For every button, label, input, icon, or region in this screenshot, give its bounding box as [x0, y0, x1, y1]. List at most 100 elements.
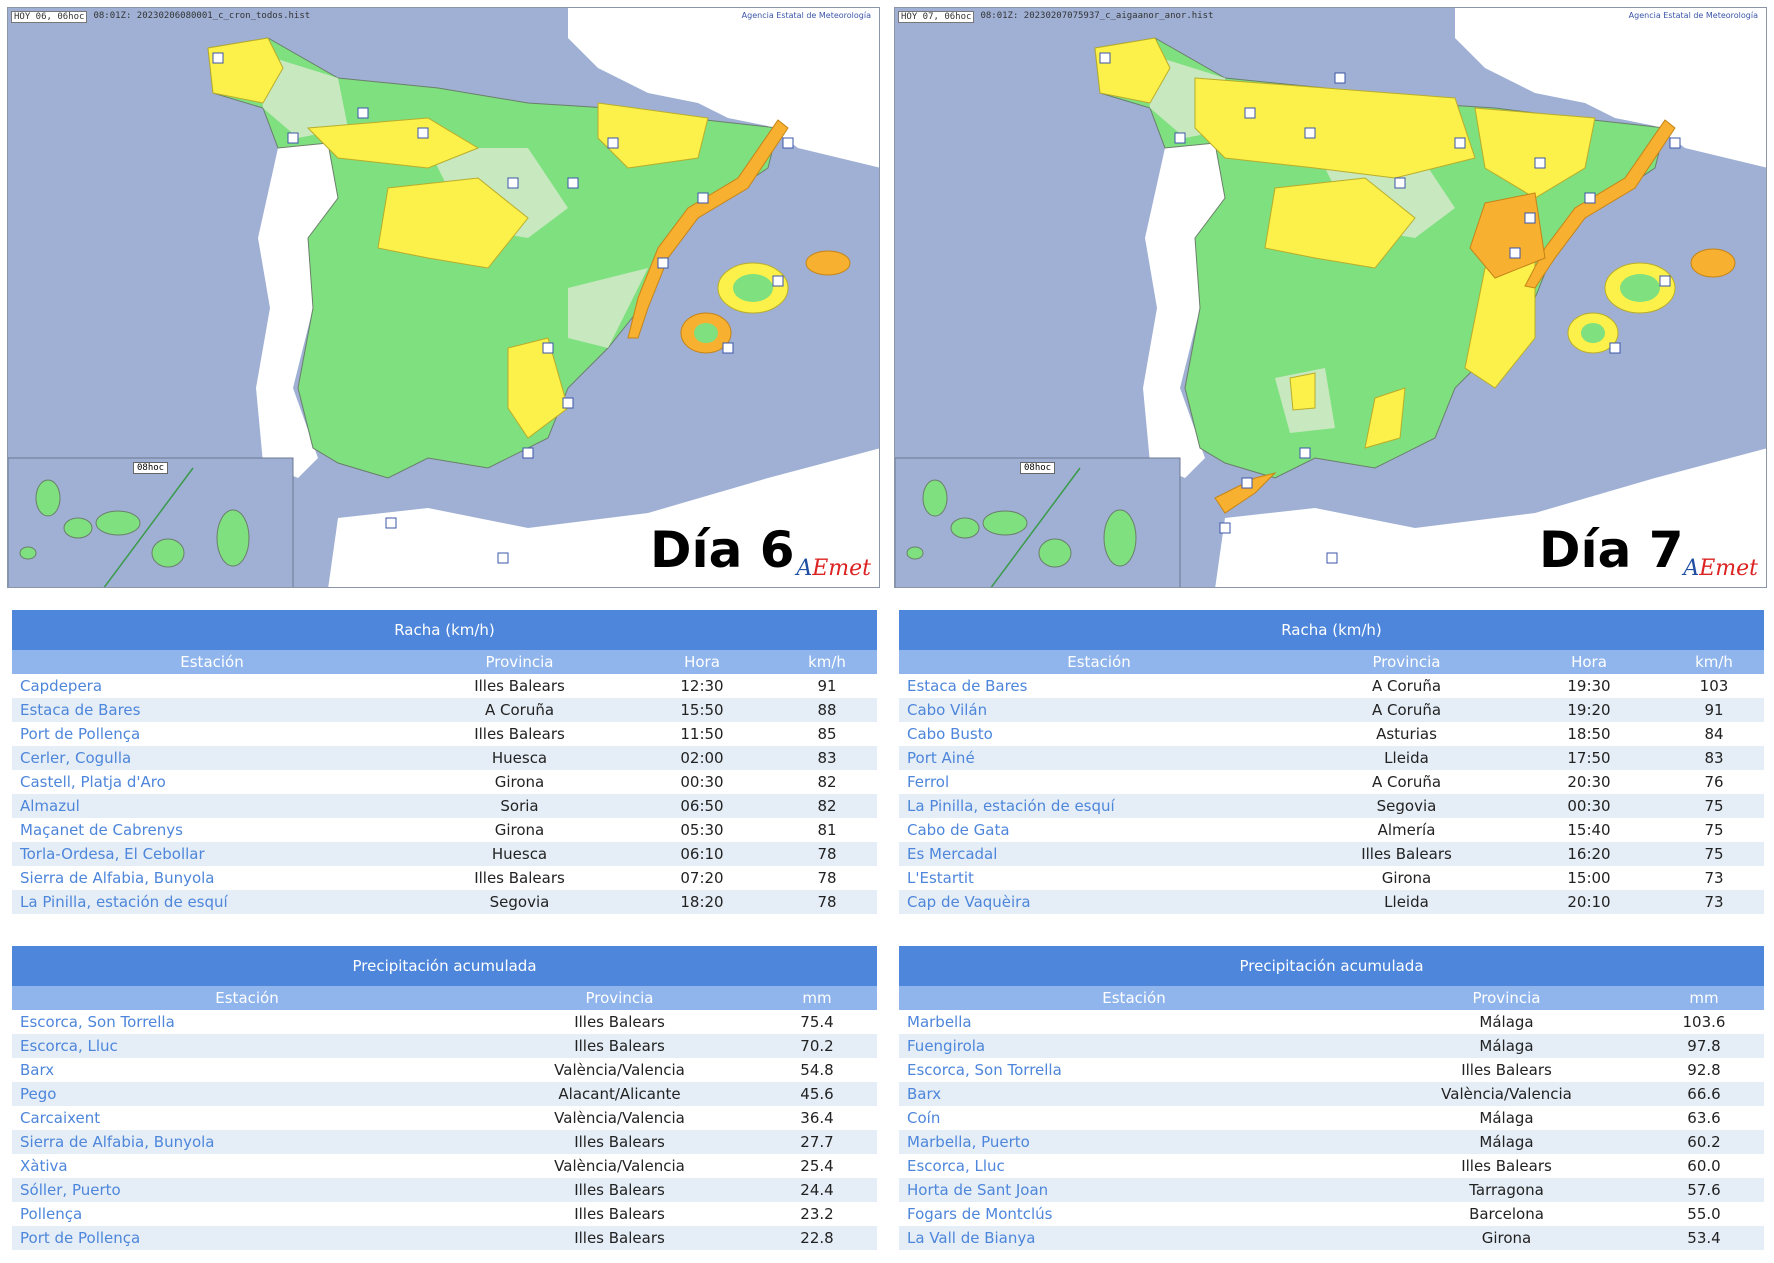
station-link[interactable]: Es Mercadal: [907, 845, 998, 863]
wind-warning-icon: [772, 275, 784, 287]
yellow-zone-north: [1194, 77, 1476, 179]
province-cell: Illes Balears: [574, 1205, 665, 1223]
value-cell: 75: [1704, 821, 1724, 839]
value-cell: 83: [817, 749, 837, 767]
value-cell: 84: [1704, 725, 1724, 743]
value-cell: 60.2: [1687, 1133, 1721, 1151]
table-row: Marbella, Puerto Málaga 60.2: [899, 1130, 1764, 1154]
table-row: Castell, Platja d'Aro Girona 00:30 82: [12, 770, 877, 794]
station-link[interactable]: Cabo de Gata: [907, 821, 1010, 839]
column-header[interactable]: km/h: [1695, 653, 1733, 671]
station-link[interactable]: Maçanet de Cabrenys: [20, 821, 183, 839]
value-cell: 85: [817, 725, 837, 743]
station-link[interactable]: Port de Pollença: [20, 1229, 141, 1247]
station-link[interactable]: La Pinilla, estación de esquí: [907, 797, 1115, 815]
station-link[interactable]: Capdepera: [20, 677, 103, 695]
station-link[interactable]: Cap de Vaquèira: [907, 893, 1031, 911]
table-row: Pego Alacant/Alicante 45.6: [12, 1082, 877, 1106]
station-link[interactable]: L'Estartit: [907, 869, 974, 887]
value-cell: 91: [1704, 701, 1724, 719]
station-link[interactable]: La Pinilla, estación de esquí: [20, 893, 228, 911]
station-link[interactable]: Marbella: [907, 1013, 972, 1031]
table-row: Cap de Vaquèira Lleida 20:10 73: [899, 890, 1764, 914]
column-header[interactable]: mm: [1689, 989, 1719, 1007]
station-link[interactable]: Escorca, Lluc: [20, 1037, 118, 1055]
table-header-row: Estación Provincia mm: [12, 986, 877, 1010]
station-link[interactable]: Horta de Sant Joan: [907, 1181, 1049, 1199]
station-link[interactable]: Estaca de Bares: [907, 677, 1028, 695]
value-cell: 45.6: [800, 1085, 834, 1103]
column-header[interactable]: Estación: [180, 653, 244, 671]
map-file-name: 08:01Z: 20230207075937_c_aigaanor_anor.h…: [980, 11, 1214, 21]
station-link[interactable]: Sóller, Puerto: [20, 1181, 121, 1199]
station-link[interactable]: Cerler, Cogulla: [20, 749, 132, 767]
station-link[interactable]: Fuengirola: [907, 1037, 986, 1055]
station-link[interactable]: Fogars de Montclús: [907, 1205, 1053, 1223]
time-cell: 05:30: [680, 821, 724, 839]
station-link[interactable]: La Vall de Bianya: [907, 1229, 1036, 1247]
station-link[interactable]: Port de Pollença: [20, 725, 141, 743]
province-cell: Málaga: [1479, 1013, 1534, 1031]
portugal-landmass: [256, 143, 338, 478]
station-link[interactable]: Escorca, Son Torrella: [907, 1061, 1062, 1079]
station-link[interactable]: Barx: [20, 1061, 55, 1079]
canary-island-4: [1038, 538, 1072, 568]
province-cell: Segovia: [489, 893, 550, 911]
column-header[interactable]: mm: [802, 989, 832, 1007]
station-link[interactable]: Sierra de Alfabia, Bunyola: [20, 1133, 215, 1151]
province-cell: Illes Balears: [574, 1013, 665, 1031]
province-cell: Tarragona: [1469, 1181, 1544, 1199]
column-header[interactable]: Hora: [1571, 653, 1607, 671]
canarias-time-label: 08hoc: [133, 462, 169, 474]
yellow-zone-north: [306, 117, 480, 169]
station-link[interactable]: Coín: [907, 1109, 941, 1127]
province-cell: Illes Balears: [474, 677, 565, 695]
station-link[interactable]: Escorca, Son Torrella: [20, 1013, 175, 1031]
station-link[interactable]: Pollença: [20, 1205, 83, 1223]
station-link[interactable]: Barx: [907, 1085, 942, 1103]
station-link[interactable]: Pego: [20, 1085, 57, 1103]
station-link[interactable]: Carcaixent: [20, 1109, 101, 1127]
logo-text: Emet: [1699, 556, 1758, 581]
column-header[interactable]: Estación: [1067, 653, 1131, 671]
province-cell: València/Valencia: [1441, 1085, 1572, 1103]
column-header[interactable]: Estación: [1102, 989, 1166, 1007]
time-cell: 19:20: [1567, 701, 1611, 719]
station-link[interactable]: Sierra de Alfabia, Bunyola: [20, 869, 215, 887]
station-link[interactable]: Estaca de Bares: [20, 701, 141, 719]
station-link[interactable]: Castell, Platja d'Aro: [20, 773, 166, 791]
column-header[interactable]: Provincia: [585, 989, 654, 1007]
station-link[interactable]: Ferrol: [907, 773, 950, 791]
table-row: Barx València/Valencia 54.8: [12, 1058, 877, 1082]
column-header[interactable]: km/h: [808, 653, 846, 671]
station-link[interactable]: Marbella, Puerto: [907, 1133, 1030, 1151]
value-cell: 23.2: [800, 1205, 834, 1223]
table-row: Cabo Vilán A Coruña 19:20 91: [899, 698, 1764, 722]
precip-table-day-6: Precipitación acumulada Estación Provincia…: [12, 946, 877, 1250]
province-cell: A Coruña: [484, 701, 555, 719]
column-header[interactable]: Provincia: [1472, 989, 1541, 1007]
table-row: Xàtiva València/Valencia 25.4: [12, 1154, 877, 1178]
table-row: Pollença Illes Balears 23.2: [12, 1202, 877, 1226]
table-row: La Pinilla, estación de esquí Segovia 18:2…: [12, 890, 877, 914]
canary-island-3: [95, 510, 141, 536]
orange-zone-coast: [627, 119, 789, 339]
station-link[interactable]: Port Ainé: [907, 749, 975, 767]
value-cell: 27.7: [800, 1133, 834, 1151]
province-cell: Illes Balears: [1361, 845, 1452, 863]
station-link[interactable]: Cabo Busto: [907, 725, 993, 743]
column-header[interactable]: Provincia: [485, 653, 554, 671]
station-link[interactable]: Torla-Ordesa, El Cebollar: [20, 845, 205, 863]
column-header[interactable]: Estación: [215, 989, 279, 1007]
station-link[interactable]: Cabo Vilán: [907, 701, 988, 719]
time-cell: 20:10: [1567, 893, 1611, 911]
station-link[interactable]: Escorca, Lluc: [907, 1157, 1005, 1175]
canarias-inset: [895, 457, 1181, 587]
station-link[interactable]: Xàtiva: [20, 1157, 68, 1175]
column-header[interactable]: Hora: [684, 653, 720, 671]
time-cell: 00:30: [1567, 797, 1611, 815]
province-cell: València/Valencia: [554, 1109, 685, 1127]
inset-separator: [103, 467, 194, 587]
column-header[interactable]: Provincia: [1372, 653, 1441, 671]
station-link[interactable]: Almazul: [20, 797, 80, 815]
